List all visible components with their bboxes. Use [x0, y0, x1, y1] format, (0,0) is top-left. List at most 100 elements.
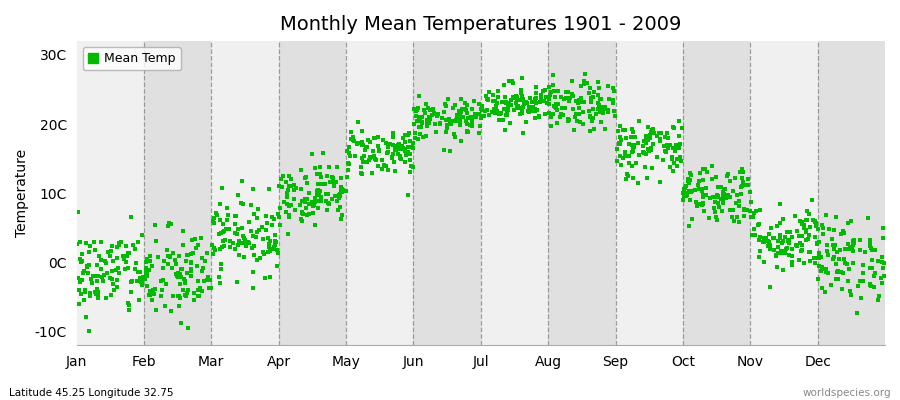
- Point: [762, 246, 777, 252]
- Point: [626, 142, 640, 148]
- Point: [176, 276, 191, 282]
- Point: [83, 243, 97, 250]
- Point: [807, 260, 822, 266]
- Point: [854, 294, 868, 301]
- Point: [280, 194, 294, 200]
- Point: [151, 254, 166, 260]
- Point: [369, 157, 383, 164]
- Point: [112, 240, 126, 246]
- Point: [773, 232, 788, 238]
- Point: [119, 252, 133, 259]
- Point: [574, 99, 589, 105]
- Point: [436, 115, 450, 121]
- Point: [130, 268, 145, 275]
- Point: [148, 307, 163, 314]
- Point: [698, 192, 713, 198]
- Point: [793, 240, 807, 246]
- Point: [527, 115, 542, 122]
- Point: [135, 232, 149, 238]
- Point: [613, 134, 627, 140]
- Point: [642, 148, 656, 154]
- Point: [341, 160, 356, 167]
- Point: [710, 192, 724, 198]
- Point: [249, 257, 264, 263]
- Point: [337, 187, 351, 194]
- Point: [86, 238, 101, 245]
- Point: [700, 169, 715, 175]
- Point: [344, 128, 358, 135]
- Point: [775, 240, 789, 246]
- Point: [321, 200, 336, 206]
- Point: [90, 262, 104, 268]
- Point: [622, 160, 636, 166]
- Point: [673, 153, 688, 160]
- Point: [397, 146, 411, 152]
- Point: [802, 232, 816, 238]
- Point: [246, 233, 260, 240]
- Point: [184, 273, 199, 279]
- Point: [812, 252, 826, 258]
- Point: [306, 202, 320, 208]
- Point: [500, 108, 514, 114]
- Point: [569, 111, 583, 117]
- Point: [117, 266, 131, 273]
- Point: [649, 154, 663, 160]
- Point: [180, 289, 194, 296]
- Point: [554, 110, 568, 117]
- Point: [752, 207, 767, 214]
- Point: [741, 182, 755, 189]
- Point: [644, 147, 658, 153]
- Point: [542, 110, 556, 116]
- Point: [788, 242, 803, 248]
- Point: [876, 235, 890, 241]
- Point: [196, 264, 211, 271]
- Point: [206, 250, 220, 257]
- Point: [311, 187, 326, 194]
- Point: [596, 108, 610, 114]
- Point: [847, 236, 861, 243]
- Point: [723, 194, 737, 200]
- Point: [728, 175, 742, 181]
- Point: [601, 109, 616, 116]
- Point: [110, 255, 124, 262]
- Point: [184, 237, 199, 244]
- Point: [505, 78, 519, 84]
- Point: [402, 169, 417, 175]
- Point: [125, 241, 140, 248]
- Point: [498, 126, 512, 133]
- Point: [314, 174, 328, 180]
- Point: [681, 179, 696, 186]
- Point: [610, 157, 625, 164]
- Point: [653, 136, 668, 142]
- Point: [529, 95, 544, 101]
- Point: [752, 237, 767, 244]
- Point: [178, 280, 193, 286]
- Point: [355, 128, 369, 134]
- Bar: [413, 41, 481, 345]
- Point: [351, 140, 365, 146]
- Point: [863, 283, 878, 290]
- Point: [355, 142, 369, 149]
- Point: [681, 176, 696, 182]
- Point: [294, 186, 309, 192]
- Point: [384, 154, 399, 160]
- Point: [720, 173, 734, 179]
- Point: [782, 238, 796, 244]
- Point: [646, 126, 661, 132]
- Point: [94, 274, 109, 280]
- Point: [356, 142, 370, 148]
- Point: [532, 114, 546, 120]
- Point: [172, 293, 186, 299]
- Point: [438, 129, 453, 136]
- Point: [315, 181, 329, 187]
- Point: [308, 222, 322, 228]
- Point: [845, 248, 859, 255]
- Point: [572, 111, 586, 117]
- Point: [573, 119, 588, 125]
- Point: [545, 111, 560, 117]
- Point: [498, 106, 512, 112]
- Point: [265, 214, 279, 220]
- Point: [593, 106, 608, 112]
- Point: [443, 119, 457, 126]
- Point: [770, 250, 785, 256]
